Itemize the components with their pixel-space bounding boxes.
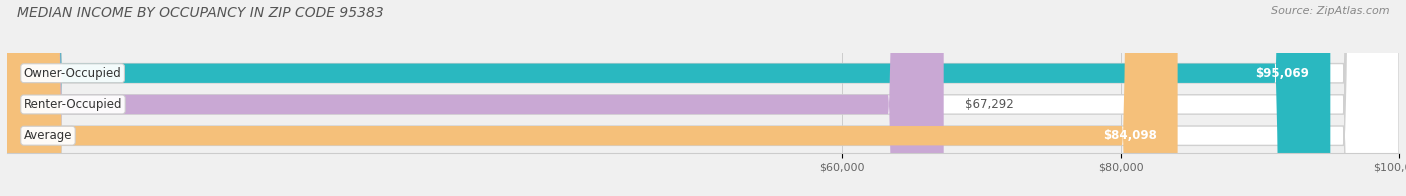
Text: MEDIAN INCOME BY OCCUPANCY IN ZIP CODE 95383: MEDIAN INCOME BY OCCUPANCY IN ZIP CODE 9… (17, 6, 384, 20)
Text: Source: ZipAtlas.com: Source: ZipAtlas.com (1271, 6, 1389, 16)
FancyBboxPatch shape (7, 0, 1178, 196)
Text: Owner-Occupied: Owner-Occupied (24, 67, 121, 80)
Text: $84,098: $84,098 (1102, 129, 1157, 142)
FancyBboxPatch shape (7, 0, 1330, 196)
Text: Average: Average (24, 129, 72, 142)
Text: $95,069: $95,069 (1256, 67, 1309, 80)
FancyBboxPatch shape (7, 0, 1399, 196)
Text: $67,292: $67,292 (965, 98, 1014, 111)
FancyBboxPatch shape (7, 0, 1399, 196)
FancyBboxPatch shape (7, 0, 943, 196)
FancyBboxPatch shape (7, 0, 1399, 196)
Text: Renter-Occupied: Renter-Occupied (24, 98, 122, 111)
